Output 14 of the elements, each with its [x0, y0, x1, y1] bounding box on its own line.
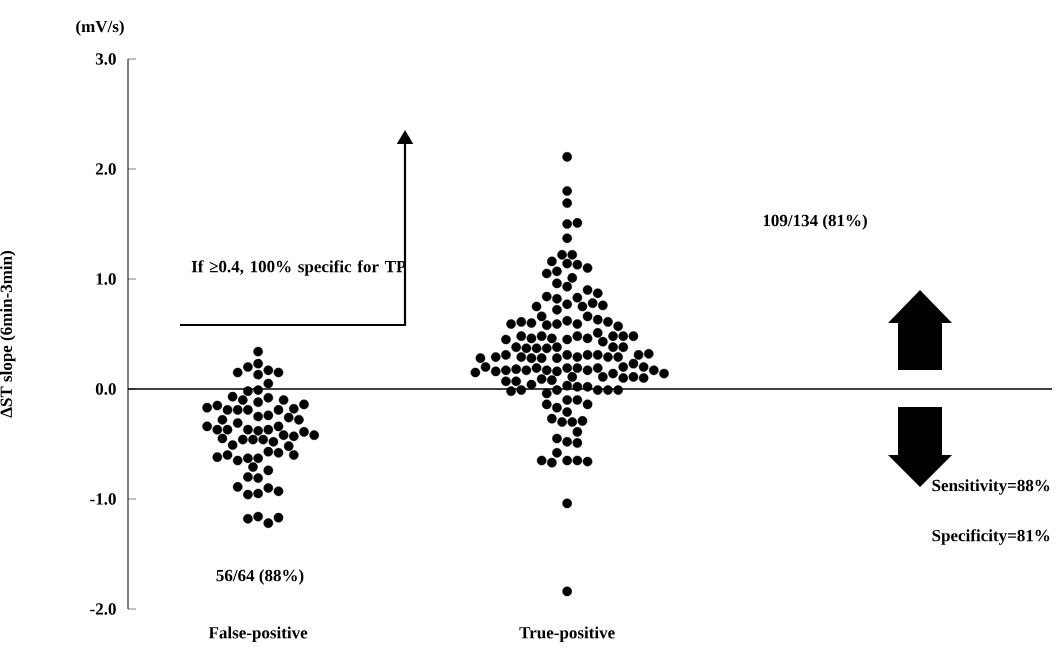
text: (mV/s) [76, 20, 124, 36]
text: Sensitivity=88% [932, 479, 1050, 495]
y-tick-label: 2.0 [95, 163, 116, 175]
y-tick-label: 3.0 [95, 53, 116, 65]
y-tick-label: 0.0 [95, 383, 116, 395]
y-axis-title: ΔST slope (6min-3min) [0, 251, 16, 418]
x-tick-label: True-positive [519, 626, 615, 642]
text: 109/134 (81%) [763, 214, 867, 230]
annotation: 56/64 (88%) [216, 569, 304, 585]
text: Specificity=81% [932, 529, 1050, 545]
y-tick-label: -2.0 [90, 603, 116, 615]
x-tick-label: False-positive [208, 626, 308, 642]
y-tick-label: -1.0 [90, 493, 116, 505]
y-tick-label: 1.0 [96, 273, 116, 285]
